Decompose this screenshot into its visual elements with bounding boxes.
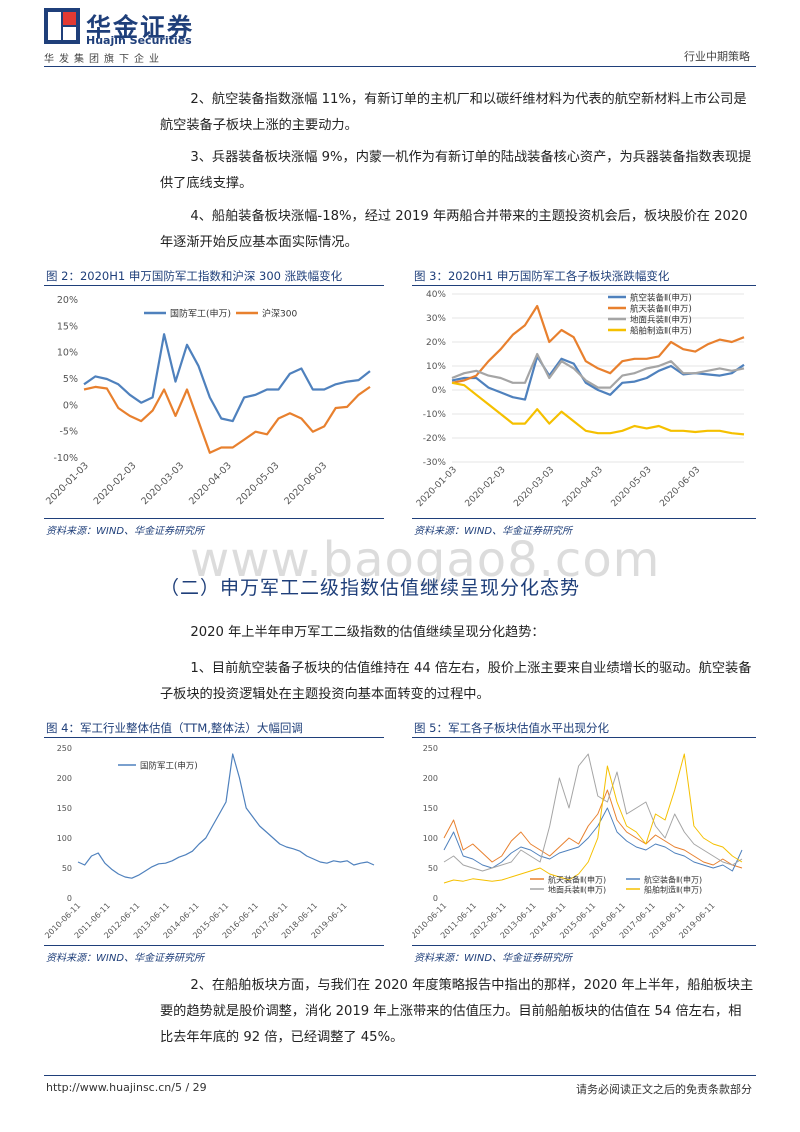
legend-label: 地面兵装Ⅱ(申万) (630, 315, 692, 326)
y-tick-label: 5% (63, 374, 78, 385)
legend-label: 地面兵装Ⅱ(申万) (548, 885, 606, 895)
fig3-title: 图 3：2020H1 申万国防军工各子板块涨跌幅变化 (414, 269, 670, 283)
series-line-2 (451, 352, 745, 389)
logo (44, 8, 80, 44)
fig2-title-rule (44, 285, 384, 286)
series-line-3 (451, 381, 745, 436)
y-tick-label: 30% (426, 314, 446, 324)
y-tick-label: -30% (423, 458, 447, 468)
y-tick-label: 40% (426, 290, 446, 300)
legend-label: 航天装备Ⅱ(申万) (630, 304, 692, 315)
fig2-bottom-rule (44, 518, 384, 519)
x-tick-label: 2020-01-03 (44, 460, 91, 507)
y-tick-label: 50 (428, 864, 438, 873)
y-tick-label: -20% (423, 434, 447, 444)
y-tick-label: 15% (57, 321, 78, 332)
y-tick-label: 20% (57, 295, 78, 306)
fig4-source: 资料来源：WIND、华金证券研究所 (46, 953, 205, 964)
fig5-bottom-rule (412, 945, 756, 946)
legend-label: 国防军工(申万) (140, 761, 198, 772)
series-line-1 (451, 304, 745, 384)
fig4-bottom-rule (44, 945, 384, 946)
y-tick-label: 0% (432, 386, 447, 396)
legend-label: 船舶制造Ⅱ(申万) (644, 885, 702, 895)
series-line-2 (443, 753, 743, 872)
y-tick-label: 150 (423, 804, 438, 813)
series-line-0 (77, 753, 375, 879)
y-tick-label: -10% (423, 410, 447, 420)
x-tick-label: 2020-04-03 (561, 465, 605, 509)
y-tick-label: 50 (62, 864, 72, 873)
x-tick-label: 2020-02-03 (92, 460, 139, 507)
legend-label: 船舶制造Ⅱ(申万) (630, 326, 692, 337)
fig5-title: 图 5：军工各子板块估值水平出现分化 (414, 721, 609, 735)
footer-disclaimer: 请务必阅读正文之后的免责条款部分 (576, 1083, 752, 1096)
paragraph-valuation-intro: 2020 年上半年申万军工二级指数的估值继续呈现分化趋势： (190, 625, 545, 640)
legend-label: 航空装备Ⅱ(申万) (630, 293, 692, 304)
header-divider (44, 66, 756, 67)
series-line-0 (443, 789, 743, 869)
y-tick-label: 0% (63, 400, 78, 411)
y-tick-label: 0 (433, 894, 438, 903)
fig4-title-rule (44, 737, 384, 738)
x-tick-label: 2020-03-03 (139, 460, 186, 507)
fig5-source: 资料来源：WIND、华金证券研究所 (414, 953, 573, 964)
x-tick-label: 2020-06-03 (658, 465, 702, 509)
y-tick-label: 250 (423, 744, 438, 753)
y-tick-label: 20% (426, 338, 446, 348)
x-tick-label: 2020-04-03 (187, 460, 234, 507)
section-heading: （二）申万军工二级指数估值继续呈现分化态势 (160, 577, 581, 599)
x-tick-label: 2020-05-03 (235, 460, 282, 507)
fig5-title-rule (412, 737, 756, 738)
x-tick-label: 2020-05-03 (610, 465, 654, 509)
paragraph-aviation-valuation: 1、目前航空装备子板块的估值维持在 44 倍左右，股价上涨主要来自业绩增长的驱动… (160, 661, 752, 702)
x-tick-label: 2020-06-03 (282, 460, 329, 507)
paragraph-shipbuilding: 4、船舶装备板块涨幅-18%，经过 2019 年两船合并带来的主题投资机会后，板… (160, 209, 748, 250)
y-tick-label: -10% (53, 453, 78, 464)
legend-label: 国防军工(申万) (170, 308, 231, 320)
legend-label: 航天装备Ⅱ(申万) (548, 875, 606, 885)
series-line-0 (83, 333, 371, 423)
paragraph-ship-valuation: 2、在船舶板块方面，与我们在 2020 年度策略报告中指出的那样，2020 年上… (160, 978, 754, 1045)
fig5-chart: 2502001501005002010-06-112011-06-112012-… (412, 744, 743, 940)
y-tick-label: 10% (426, 362, 446, 372)
y-tick-label: 200 (57, 774, 72, 783)
footer-divider (44, 1075, 756, 1076)
paragraph-aviation: 2、航空装备指数涨幅 11%，有新订单的主机厂和以碳纤维材料为代表的航空新材料上… (160, 92, 747, 133)
fig3-title-rule (412, 285, 756, 286)
y-tick-label: 250 (57, 744, 72, 753)
footer-url-page: http://www.huajinsc.cn/5 / 29 (46, 1081, 207, 1094)
y-tick-label: 100 (57, 834, 72, 843)
x-tick-label: 2020-02-03 (464, 465, 508, 509)
fig4-chart: 2502001501005002010-06-112011-06-112012-… (44, 744, 375, 940)
y-tick-label: 10% (57, 348, 78, 359)
series-line-3 (443, 753, 743, 884)
fig2-title: 图 2：2020H1 申万国防军工指数和沪深 300 涨跌幅变化 (46, 269, 343, 283)
paragraph-weapons: 3、兵器装备板块涨幅 9%，内蒙一机作为有新订单的陆战装备核心资产，为兵器装备指… (160, 150, 752, 191)
y-tick-label: 200 (423, 774, 438, 783)
y-tick-label: 100 (423, 834, 438, 843)
fig4-title: 图 4：军工行业整体估值（TTM,整体法）大幅回调 (46, 721, 303, 735)
sub-brand: 华发集团旗下企业 (44, 54, 164, 65)
series-line-1 (83, 385, 371, 454)
legend-label: 航空装备Ⅱ(申万) (644, 875, 702, 885)
brand-name-cn: 华金证券 (86, 13, 195, 42)
y-tick-label: 0 (67, 894, 72, 903)
fig3-chart: 40%30%20%10%0%-10%-20%-30%2020-01-03 2020… (415, 290, 745, 509)
fig3-bottom-rule (412, 518, 756, 519)
fig3-source: 资料来源：WIND、华金证券研究所 (414, 526, 573, 537)
series-line-1 (443, 807, 743, 872)
watermark: www.baogao8.com (190, 532, 661, 588)
x-tick-label: 2020-03-03 (512, 465, 556, 509)
y-tick-label: -5% (60, 427, 79, 438)
y-tick-label: 150 (57, 804, 72, 813)
fig2-source: 资料来源：WIND、华金证券研究所 (46, 526, 205, 537)
legend-label: 沪深300 (262, 308, 297, 320)
document-type: 行业中期策略 (684, 50, 750, 63)
x-tick-label: 2020-01-03 (415, 465, 459, 509)
brand-name-en: Huajin Securities (86, 34, 192, 47)
fig2-chart: 20% 15% 10% 5% 0% -5% -10%2020-01-03 2020-02-03… (44, 295, 371, 507)
